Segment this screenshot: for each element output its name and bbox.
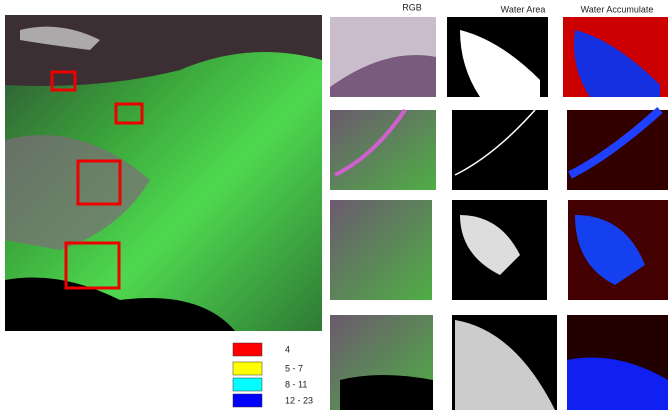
legend-label: 5 - 7 xyxy=(285,363,303,373)
figure: RGB Water Area Water Accumulate 4 5 - 7 8 … xyxy=(0,0,672,417)
column-header: Water Accumulate xyxy=(581,4,654,14)
main-map xyxy=(5,15,322,331)
column-header: Water Area xyxy=(501,4,546,14)
panel-grid xyxy=(330,17,668,410)
legend-label: 12 - 23 xyxy=(285,395,313,405)
legend: 4 5 - 7 8 - 11 12 - 23 xyxy=(233,343,313,407)
legend-label: 8 - 11 xyxy=(285,379,307,389)
legend-swatch xyxy=(233,343,262,356)
legend-label: 4 xyxy=(285,344,290,354)
legend-swatch xyxy=(233,362,262,375)
legend-swatch xyxy=(233,394,262,407)
legend-swatch xyxy=(233,378,262,391)
column-header: RGB xyxy=(402,2,422,12)
